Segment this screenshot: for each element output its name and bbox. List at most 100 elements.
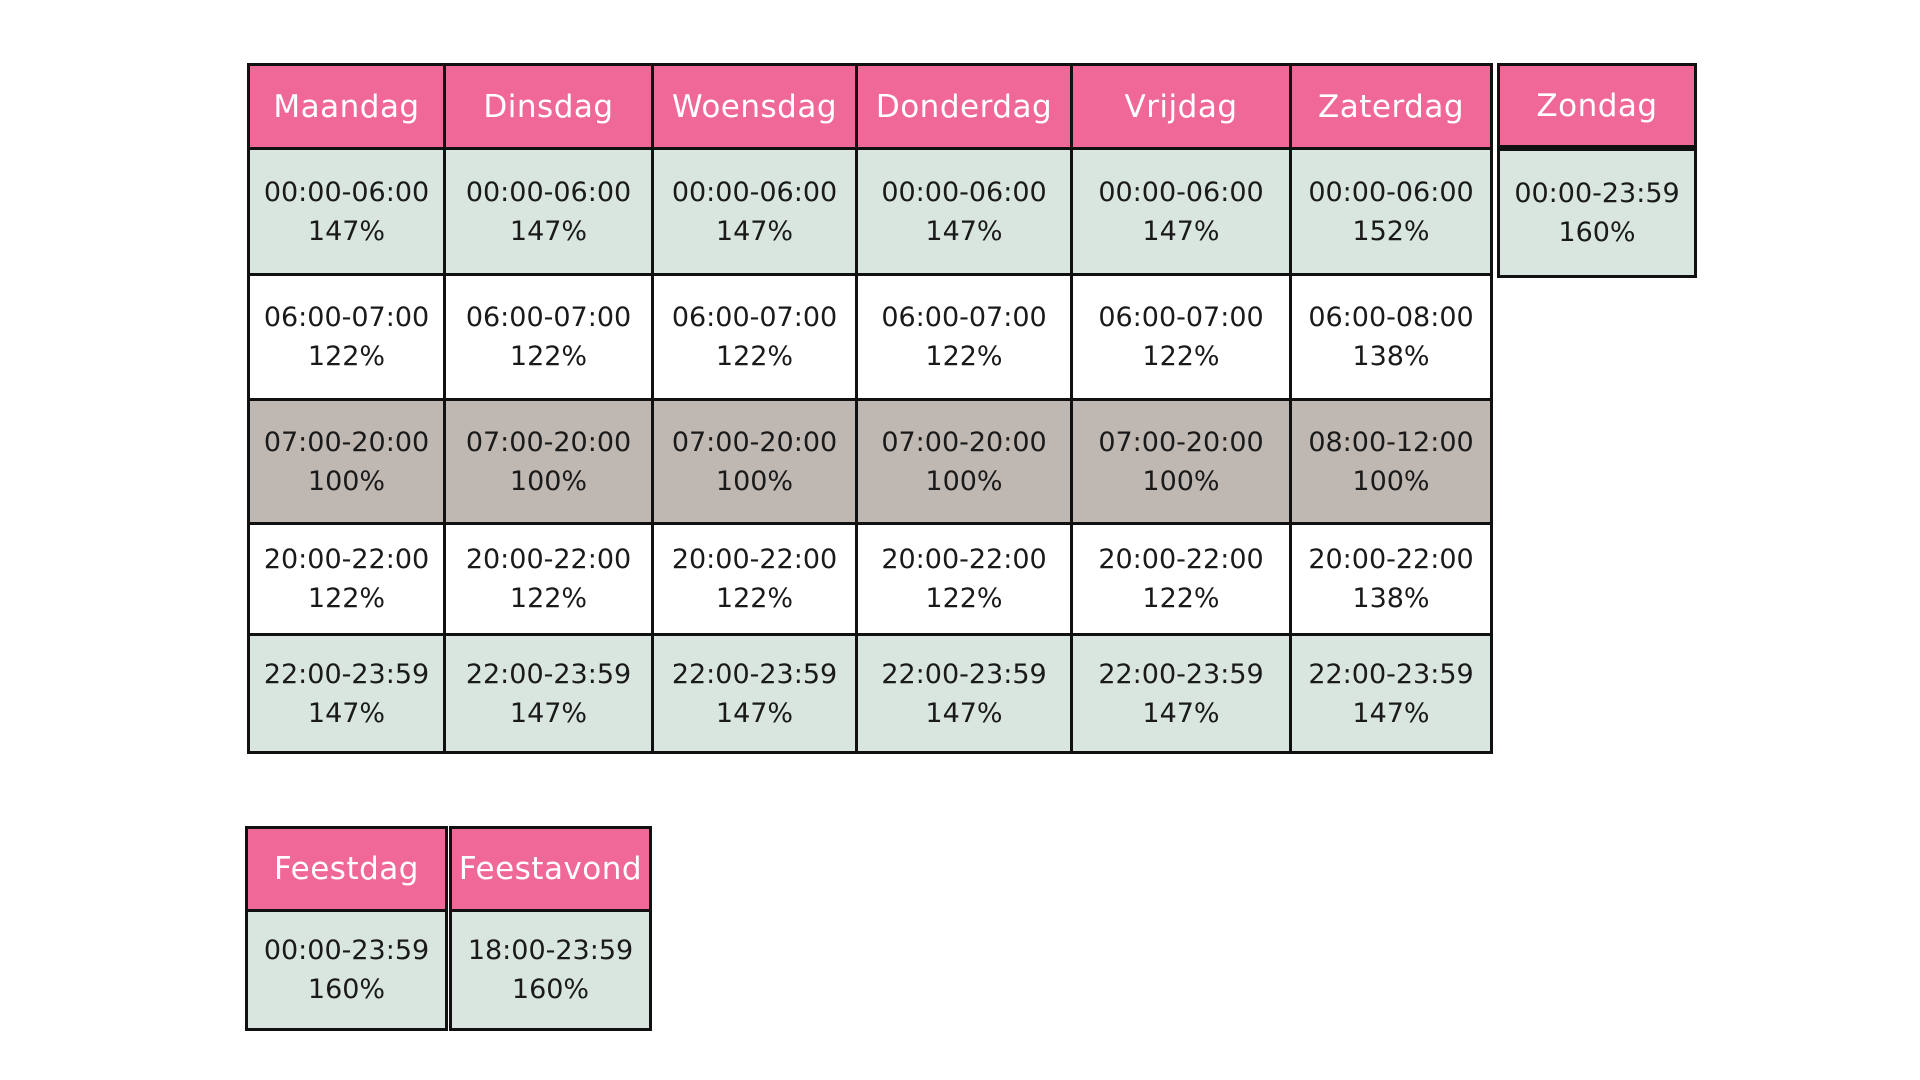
slot-time: 00:00-23:59 [1514, 178, 1680, 209]
slot-dinsdag-2: 06:00-07:00 122% [443, 273, 654, 401]
slot-donderdag-3: 07:00-20:00 100% [855, 398, 1073, 525]
slot-rate: 147% [715, 215, 794, 247]
slot-rate: 122% [925, 583, 1003, 614]
slot-rate: 147% [307, 697, 386, 729]
slot-maandag-4: 20:00-22:00 122% [247, 522, 446, 636]
slot-time: 20:00-22:00 [1098, 544, 1264, 575]
slot-time: 20:00-22:00 [465, 544, 632, 575]
slot-time: 06:00-08:00 [1308, 302, 1474, 333]
slot-time: 06:00-07:00 [465, 302, 632, 333]
slot-time: 07:00-20:00 [465, 426, 632, 458]
slot-woensdag-5: 22:00-23:59 147% [651, 633, 858, 754]
slot-maandag-5: 22:00-23:59 147% [247, 633, 446, 754]
day-label: Feestdag [274, 851, 419, 887]
slot-donderdag-4: 20:00-22:00 122% [855, 522, 1073, 636]
header-zondag: Zondag [1497, 63, 1697, 150]
slot-zaterdag-3: 08:00-12:00 100% [1289, 398, 1493, 525]
slot-rate: 100% [925, 465, 1003, 497]
slot-donderdag-5: 22:00-23:59 147% [855, 633, 1073, 754]
slot-dinsdag-1: 00:00-06:00 147% [443, 147, 654, 276]
header-maandag: Maandag [247, 63, 446, 150]
slot-time: 00:00-06:00 [263, 176, 430, 208]
slot-rate: 122% [715, 341, 794, 372]
slot-dinsdag-5: 22:00-23:59 147% [443, 633, 654, 754]
header-donderdag: Donderdag [855, 63, 1073, 150]
day-label: Maandag [273, 88, 420, 125]
slot-time: 20:00-22:00 [263, 544, 430, 575]
slot-donderdag-2: 06:00-07:00 122% [855, 273, 1073, 401]
slot-time: 18:00-23:59 [467, 935, 634, 966]
slot-rate: 122% [509, 341, 588, 372]
day-label: Dinsdag [483, 88, 614, 125]
slot-time: 07:00-20:00 [671, 426, 838, 458]
day-label: Donderdag [875, 88, 1053, 125]
header-dinsdag: Dinsdag [443, 63, 654, 150]
slot-time: 00:00-06:00 [1098, 176, 1264, 208]
slot-donderdag-1: 00:00-06:00 147% [855, 147, 1073, 276]
slot-zaterdag-4: 20:00-22:00 138% [1289, 522, 1493, 636]
slot-rate: 122% [1142, 583, 1220, 614]
slot-rate: 138% [1352, 341, 1430, 372]
slot-rate: 100% [307, 465, 386, 497]
slot-rate: 100% [1142, 465, 1220, 497]
slot-woensdag-2: 06:00-07:00 122% [651, 273, 858, 401]
slot-rate: 122% [715, 583, 794, 614]
slot-time: 00:00-06:00 [881, 176, 1047, 208]
header-zaterdag: Zaterdag [1289, 63, 1493, 150]
slot-zaterdag-5: 22:00-23:59 147% [1289, 633, 1493, 754]
slot-maandag-1: 00:00-06:00 147% [247, 147, 446, 276]
slot-time: 06:00-07:00 [881, 302, 1047, 333]
slot-vrijdag-4: 20:00-22:00 122% [1070, 522, 1292, 636]
slot-woensdag-1: 00:00-06:00 147% [651, 147, 858, 276]
slot-feestdag-1: 00:00-23:59 160% [245, 909, 448, 1031]
slot-rate: 147% [925, 215, 1003, 247]
slot-rate: 138% [1352, 583, 1430, 614]
slot-time: 22:00-23:59 [465, 658, 632, 690]
header-feestavond: Feestavond [449, 826, 652, 912]
slot-time: 22:00-23:59 [263, 658, 430, 690]
header-woensdag: Woensdag [651, 63, 858, 150]
slot-rate: 147% [1142, 697, 1220, 729]
slot-rate: 152% [1352, 215, 1430, 247]
slot-time: 22:00-23:59 [881, 658, 1047, 690]
slot-time: 22:00-23:59 [1308, 658, 1474, 690]
slot-rate: 147% [925, 697, 1003, 729]
slot-rate: 147% [715, 697, 794, 729]
slot-vrijdag-3: 07:00-20:00 100% [1070, 398, 1292, 525]
slot-rate: 122% [925, 341, 1003, 372]
slot-zaterdag-1: 00:00-06:00 152% [1289, 147, 1493, 276]
slot-dinsdag-3: 07:00-20:00 100% [443, 398, 654, 525]
slot-time: 22:00-23:59 [1098, 658, 1264, 690]
slot-rate: 160% [1558, 217, 1636, 248]
slot-zaterdag-2: 06:00-08:00 138% [1289, 273, 1493, 401]
slot-time: 20:00-22:00 [1308, 544, 1474, 575]
slot-time: 22:00-23:59 [671, 658, 838, 690]
slot-time: 07:00-20:00 [881, 426, 1047, 458]
slot-time: 00:00-23:59 [263, 935, 430, 966]
slot-rate: 100% [1352, 465, 1430, 497]
day-label: Zaterdag [1317, 88, 1464, 125]
day-label: Woensdag [671, 88, 838, 125]
slot-rate: 147% [1352, 697, 1430, 729]
slot-rate: 122% [1142, 341, 1220, 372]
header-feestdag: Feestdag [245, 826, 448, 912]
slot-dinsdag-4: 20:00-22:00 122% [443, 522, 654, 636]
slot-woensdag-4: 20:00-22:00 122% [651, 522, 858, 636]
slot-time: 00:00-06:00 [1308, 176, 1474, 208]
slot-rate: 100% [509, 465, 588, 497]
slot-feestavond-1: 18:00-23:59 160% [449, 909, 652, 1031]
slot-maandag-3: 07:00-20:00 100% [247, 398, 446, 525]
slot-time: 00:00-06:00 [465, 176, 632, 208]
slot-time: 06:00-07:00 [263, 302, 430, 333]
slot-zondag-1: 00:00-23:59 160% [1497, 148, 1697, 278]
slot-time: 06:00-07:00 [671, 302, 838, 333]
slot-rate: 147% [509, 697, 588, 729]
slot-time: 07:00-20:00 [1098, 426, 1264, 458]
slot-rate: 147% [1142, 215, 1220, 247]
slot-time: 00:00-06:00 [671, 176, 838, 208]
slot-time: 20:00-22:00 [881, 544, 1047, 575]
slot-rate: 122% [307, 583, 386, 614]
header-vrijdag: Vrijdag [1070, 63, 1292, 150]
slot-rate: 147% [307, 215, 386, 247]
